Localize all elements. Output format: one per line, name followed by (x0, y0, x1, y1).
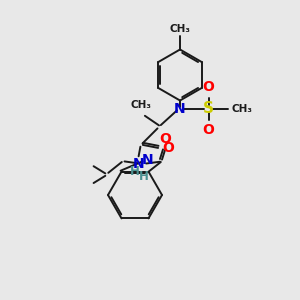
Text: N: N (174, 102, 186, 116)
Text: S: S (203, 101, 214, 116)
Text: CH₃: CH₃ (169, 25, 190, 34)
Text: CH₃: CH₃ (232, 104, 253, 114)
Text: CH₃: CH₃ (130, 100, 152, 110)
Text: H: H (130, 165, 140, 178)
Text: H: H (139, 170, 149, 183)
Text: N: N (132, 157, 144, 171)
Text: O: O (162, 141, 174, 155)
Text: O: O (202, 80, 214, 94)
Text: O: O (159, 132, 171, 146)
Text: N: N (142, 154, 153, 167)
Text: O: O (202, 123, 214, 137)
